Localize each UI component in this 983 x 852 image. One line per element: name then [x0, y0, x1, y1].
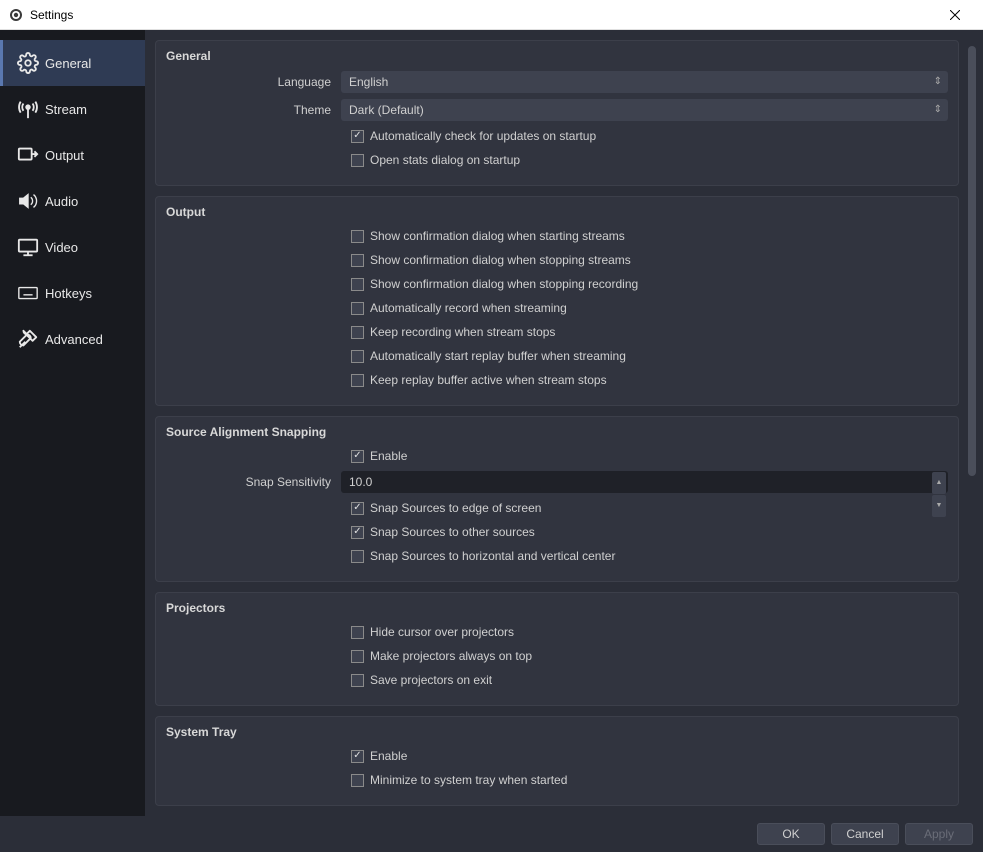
checkbox-label[interactable]: Open stats dialog on startup — [370, 153, 520, 167]
language-select[interactable]: English ⇕ — [341, 71, 948, 93]
checkbox-confirm-stop-stream[interactable] — [351, 254, 364, 267]
checkbox-label[interactable]: Snap Sources to edge of screen — [370, 501, 541, 515]
spinner-up-button[interactable]: ▲ — [932, 472, 946, 494]
tools-icon — [17, 328, 45, 350]
checkbox-hide-cursor[interactable] — [351, 626, 364, 639]
dialog-button-bar: OK Cancel Apply — [0, 816, 983, 852]
checkbox-open-stats[interactable] — [351, 154, 364, 167]
sidebar-item-general[interactable]: General — [0, 40, 145, 86]
dropdown-caret-icon: ⇕ — [934, 71, 942, 93]
panel-title: Output — [166, 205, 948, 219]
checkbox-label[interactable]: Save projectors on exit — [370, 673, 492, 687]
cancel-button[interactable]: Cancel — [831, 823, 899, 845]
panel-title: Projectors — [166, 601, 948, 615]
sidebar-item-hotkeys[interactable]: Hotkeys — [0, 270, 145, 316]
apply-button[interactable]: Apply — [905, 823, 973, 845]
panel-general: General Language English ⇕ Theme — [155, 40, 959, 186]
sidebar-item-output[interactable]: Output — [0, 132, 145, 178]
checkbox-snap-enable[interactable] — [351, 450, 364, 463]
language-value: English — [349, 75, 388, 89]
sidebar-item-label: General — [45, 56, 91, 71]
checkbox-label[interactable]: Keep recording when stream stops — [370, 325, 555, 339]
snap-sensitivity-input[interactable]: 10.0 ▲ ▼ — [341, 471, 948, 493]
titlebar: Settings — [0, 0, 983, 30]
checkbox-snap-center[interactable] — [351, 550, 364, 563]
checkbox-confirm-start-stream[interactable] — [351, 230, 364, 243]
checkbox-snap-edge[interactable] — [351, 502, 364, 515]
checkbox-label[interactable]: Keep replay buffer active when stream st… — [370, 373, 607, 387]
sidebar-item-label: Hotkeys — [45, 286, 92, 301]
theme-select[interactable]: Dark (Default) ⇕ — [341, 99, 948, 121]
checkbox-label[interactable]: Enable — [370, 449, 407, 463]
sidebar: General Stream Output — [0, 30, 145, 816]
theme-value: Dark (Default) — [349, 103, 424, 117]
antenna-icon — [17, 98, 45, 120]
gear-icon — [17, 52, 45, 74]
window-close-button[interactable] — [935, 0, 975, 30]
snap-sensitivity-label: Snap Sensitivity — [166, 475, 341, 489]
panel-system-tray: System Tray Enable Minimize to system tr… — [155, 716, 959, 806]
language-label: Language — [166, 75, 341, 89]
sidebar-item-advanced[interactable]: Advanced — [0, 316, 145, 362]
checkbox-keep-recording[interactable] — [351, 326, 364, 339]
checkbox-label[interactable]: Snap Sources to other sources — [370, 525, 535, 539]
spinner-down-button[interactable]: ▼ — [932, 495, 946, 517]
checkbox-label[interactable]: Snap Sources to horizontal and vertical … — [370, 549, 615, 563]
checkbox-tray-minimize[interactable] — [351, 774, 364, 787]
checkbox-label[interactable]: Show confirmation dialog when stopping r… — [370, 277, 638, 291]
sidebar-item-label: Audio — [45, 194, 78, 209]
dropdown-caret-icon: ⇕ — [934, 99, 942, 121]
checkbox-label[interactable]: Minimize to system tray when started — [370, 773, 567, 787]
output-icon — [17, 144, 45, 166]
scrollbar[interactable] — [967, 40, 977, 816]
sidebar-item-audio[interactable]: Audio — [0, 178, 145, 224]
checkbox-label[interactable]: Automatically record when streaming — [370, 301, 567, 315]
checkbox-auto-update[interactable] — [351, 130, 364, 143]
checkbox-label[interactable]: Automatically start replay buffer when s… — [370, 349, 626, 363]
sidebar-item-label: Advanced — [45, 332, 103, 347]
checkbox-label[interactable]: Show confirmation dialog when stopping s… — [370, 253, 631, 267]
sidebar-item-label: Stream — [45, 102, 87, 117]
monitor-icon — [17, 236, 45, 258]
checkbox-label[interactable]: Show confirmation dialog when starting s… — [370, 229, 625, 243]
panel-title: Source Alignment Snapping — [166, 425, 948, 439]
theme-label: Theme — [166, 103, 341, 117]
checkbox-save-projectors[interactable] — [351, 674, 364, 687]
sidebar-item-stream[interactable]: Stream — [0, 86, 145, 132]
ok-button[interactable]: OK — [757, 823, 825, 845]
checkbox-label[interactable]: Hide cursor over projectors — [370, 625, 514, 639]
checkbox-snap-sources[interactable] — [351, 526, 364, 539]
sidebar-item-video[interactable]: Video — [0, 224, 145, 270]
checkbox-auto-record[interactable] — [351, 302, 364, 315]
sidebar-item-label: Video — [45, 240, 78, 255]
panel-projectors: Projectors Hide cursor over projectors M… — [155, 592, 959, 706]
checkbox-keep-replay-buffer[interactable] — [351, 374, 364, 387]
keyboard-icon — [17, 282, 45, 304]
app-icon — [8, 7, 24, 23]
settings-content[interactable]: General Language English ⇕ Theme — [155, 40, 967, 816]
scrollbar-thumb[interactable] — [968, 46, 976, 476]
sidebar-item-label: Output — [45, 148, 84, 163]
panel-title: General — [166, 49, 948, 63]
window-title: Settings — [30, 8, 935, 22]
checkbox-auto-replay-buffer[interactable] — [351, 350, 364, 363]
checkbox-always-on-top[interactable] — [351, 650, 364, 663]
checkbox-confirm-stop-record[interactable] — [351, 278, 364, 291]
checkbox-label[interactable]: Enable — [370, 749, 407, 763]
snap-sensitivity-value: 10.0 — [349, 475, 372, 489]
panel-snapping: Source Alignment Snapping Enable Snap Se… — [155, 416, 959, 582]
speaker-icon — [17, 190, 45, 212]
panel-output: Output Show confirmation dialog when sta… — [155, 196, 959, 406]
checkbox-label[interactable]: Make projectors always on top — [370, 649, 532, 663]
panel-title: System Tray — [166, 725, 948, 739]
checkbox-label[interactable]: Automatically check for updates on start… — [370, 129, 596, 143]
checkbox-tray-enable[interactable] — [351, 750, 364, 763]
